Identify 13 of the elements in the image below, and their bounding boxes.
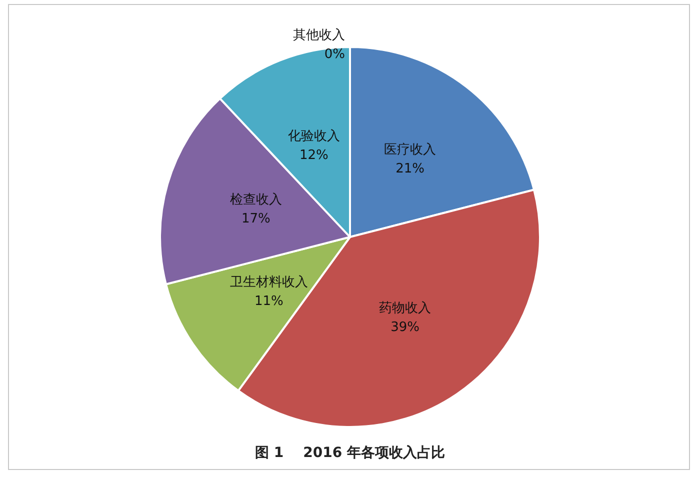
data-label: 21% <box>396 162 425 177</box>
text: 图 1 2016 年各项收入占比 <box>255 445 445 461</box>
slice-label: 药物收入 <box>379 301 432 316</box>
slice-label: 化验收入 <box>288 128 340 144</box>
data-label: 12% <box>299 148 328 163</box>
text: 0% <box>324 47 345 62</box>
slice-label: 医疗收入 <box>384 142 436 158</box>
data-label: 17% <box>241 212 270 227</box>
slice-label: 检查收入 <box>230 192 282 208</box>
data-label: 11% <box>254 294 284 310</box>
slice-label: 卫生材料收入 <box>230 275 308 290</box>
data-label: 39% <box>390 320 420 336</box>
category-label: 其他收入 <box>293 28 345 43</box>
